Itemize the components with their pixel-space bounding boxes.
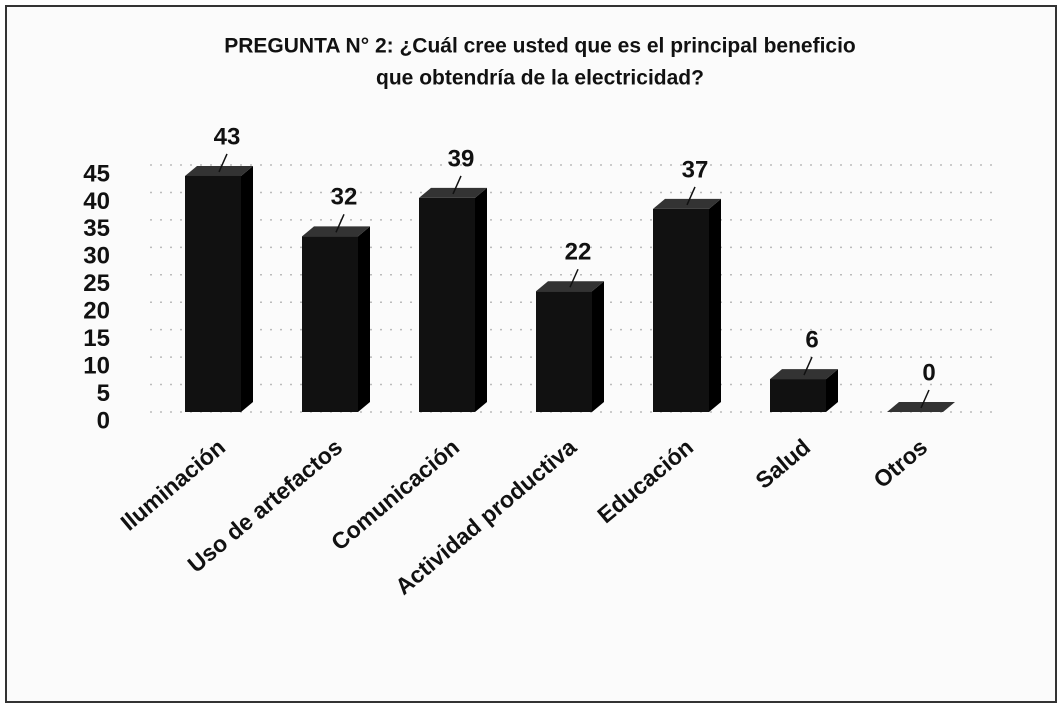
bar bbox=[302, 236, 358, 412]
leader-line bbox=[569, 268, 579, 288]
chart-title: PREGUNTA N° 2: ¿Cuál cree usted que es e… bbox=[224, 35, 856, 58]
chart-title: que obtendría de la electricidad? bbox=[376, 67, 704, 90]
leader-line bbox=[218, 153, 228, 173]
bar bbox=[770, 379, 826, 412]
value-label: 22 bbox=[565, 239, 592, 266]
value-label: 43 bbox=[214, 123, 241, 150]
bar-side bbox=[358, 226, 370, 412]
y-tick-label: 5 bbox=[97, 380, 110, 407]
y-tick-label: 20 bbox=[83, 298, 110, 325]
value-label: 39 bbox=[448, 145, 475, 172]
bar-side bbox=[592, 281, 604, 412]
value-label: 6 bbox=[805, 326, 818, 353]
leader-line bbox=[686, 186, 696, 206]
bar bbox=[653, 208, 709, 412]
y-tick-label: 30 bbox=[83, 243, 110, 270]
leader-line bbox=[335, 214, 345, 233]
y-tick-label: 35 bbox=[83, 215, 110, 242]
bar-side bbox=[826, 369, 838, 412]
bar bbox=[419, 197, 475, 412]
value-label: 32 bbox=[331, 184, 358, 211]
y-tick-label: 25 bbox=[83, 270, 110, 297]
y-tick-label: 15 bbox=[83, 325, 110, 352]
leader-line bbox=[920, 389, 930, 409]
value-label: 0 bbox=[922, 359, 935, 386]
leader-line bbox=[803, 356, 813, 376]
bar bbox=[185, 175, 241, 412]
value-label: 37 bbox=[682, 156, 709, 183]
bar-side bbox=[709, 198, 721, 412]
y-tick-label: 10 bbox=[83, 352, 110, 379]
y-tick-label: 45 bbox=[83, 160, 110, 187]
bar-side bbox=[241, 165, 253, 412]
bar-side bbox=[475, 187, 487, 412]
bar bbox=[536, 291, 592, 412]
chart-frame bbox=[5, 5, 1057, 703]
leader-line bbox=[452, 175, 462, 195]
y-tick-label: 40 bbox=[83, 188, 110, 215]
y-tick-label: 0 bbox=[97, 407, 110, 434]
